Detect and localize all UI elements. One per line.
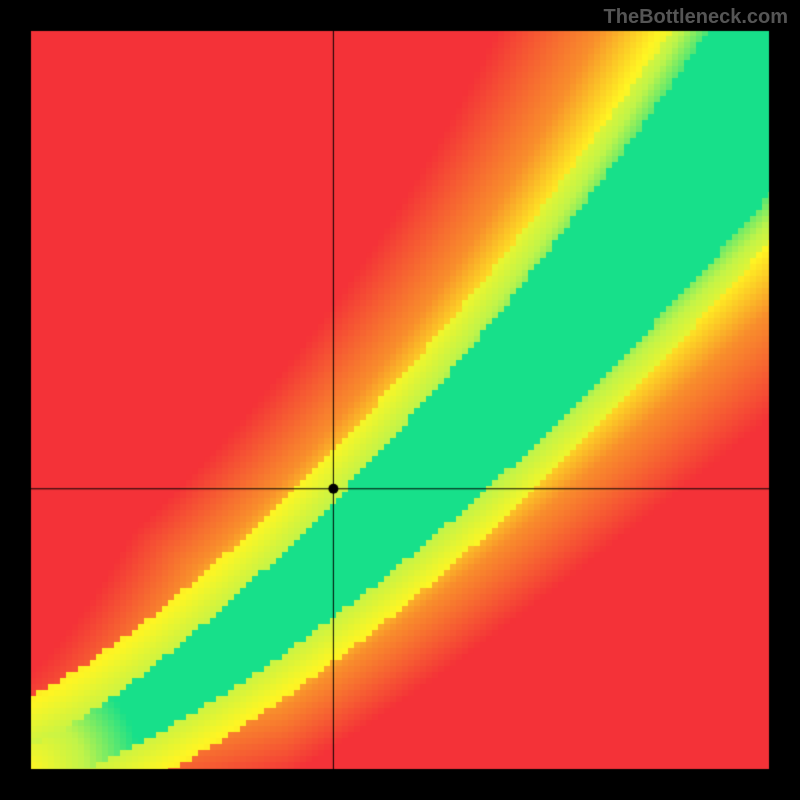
- bottleneck-heatmap: [0, 0, 800, 800]
- attribution-text: TheBottleneck.com: [604, 6, 788, 29]
